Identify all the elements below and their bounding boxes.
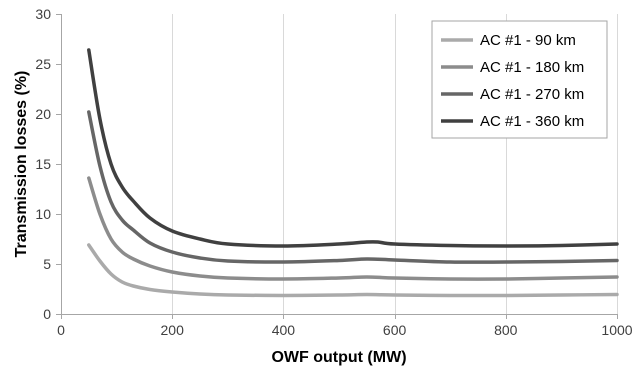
- legend-label-2: AC #1 - 180 km: [480, 59, 584, 76]
- y-tick-labels: 0 5 10 15 20 25 30: [35, 6, 61, 322]
- x-tick-label: 600: [383, 322, 407, 338]
- y-tick-label: 10: [35, 206, 51, 222]
- series-lines: [87, 48, 619, 298]
- series-line-2: [87, 176, 619, 281]
- y-axis-title: Transmission losses (%): [13, 71, 30, 258]
- x-tick-label: 400: [272, 322, 296, 338]
- y-tick-label: 0: [43, 306, 51, 322]
- x-tick-label: 0: [57, 322, 65, 338]
- series-line-1: [87, 243, 619, 298]
- x-axis-title: OWF output (MW): [271, 349, 406, 366]
- series-line-4: [87, 48, 619, 248]
- series-line-3: [87, 110, 619, 264]
- legend-label-4: AC #1 - 360 km: [480, 113, 584, 130]
- x-tick-label: 200: [161, 322, 185, 338]
- y-tick-label: 25: [35, 56, 51, 72]
- x-tick-label: 800: [494, 322, 518, 338]
- legend-label-1: AC #1 - 90 km: [480, 32, 576, 49]
- legend-label-3: AC #1 - 270 km: [480, 86, 584, 103]
- legend: AC #1 - 90 km AC #1 - 180 km AC #1 - 270 k…: [431, 20, 608, 139]
- y-tick-label: 20: [35, 106, 51, 122]
- y-tick-label: 5: [43, 256, 51, 272]
- legend-entries: AC #1 - 90 km AC #1 - 180 km AC #1 - 270 k…: [441, 32, 584, 130]
- y-tick-label: 30: [35, 6, 51, 22]
- x-tick-labels: 0 200 400 600 800 1000: [57, 314, 633, 338]
- y-tick-label: 15: [35, 156, 51, 172]
- x-tick-label: 1000: [601, 322, 632, 338]
